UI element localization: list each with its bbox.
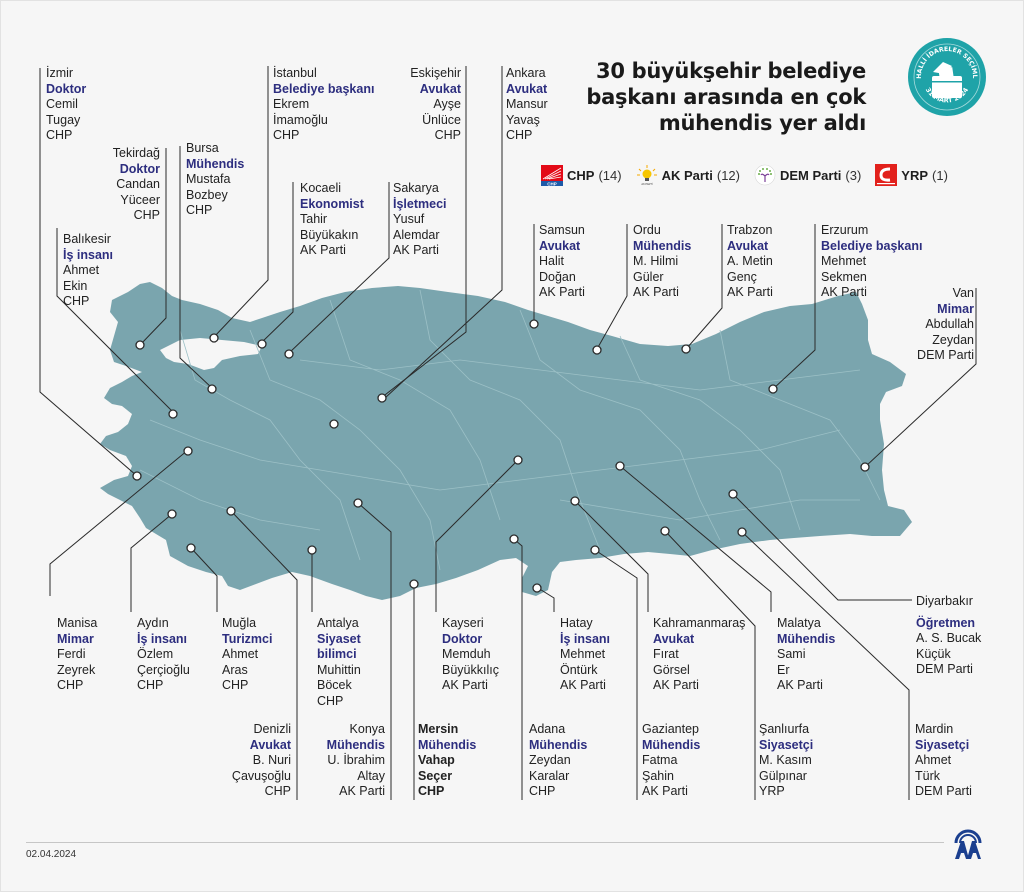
label-denizli: Denizli Avukat B. Nuri Çavuşoğlu CHP xyxy=(231,722,291,798)
legend-item-chp: CHP CHP (14) xyxy=(541,164,622,186)
marker-istanbul xyxy=(209,333,219,343)
marker-sanliurfa xyxy=(660,526,670,536)
label-trabzon: Trabzon Avukat A. Metin Genç AK Parti xyxy=(727,223,773,299)
marker-sakarya xyxy=(284,349,294,359)
marker-kayseri xyxy=(513,455,523,465)
marker-izmir xyxy=(132,471,142,481)
label-sakarya: Sakarya İşletmeci Yusuf Alemdar AK Parti xyxy=(393,181,447,257)
marker-van xyxy=(860,462,870,472)
marmara-sea xyxy=(160,338,262,370)
label-ordu: Ordu Mühendis M. Hilmi Güler AK Parti xyxy=(633,223,692,299)
title-line-3: mühendis yer aldı xyxy=(658,111,866,135)
label-gaziantep: Gaziantep Mühendis Fatma Şahin AK Parti xyxy=(642,722,701,798)
label-antalya: Antalya Siyaset bilimci Muhittin Böcek CHP xyxy=(317,616,361,708)
label-erzurum: Erzurum Belediye başkanı Mehmet Sekmen AK Pa… xyxy=(821,223,923,299)
label-bursa: Bursa Mühendis Mustafa Bozbey CHP xyxy=(186,141,245,217)
label-mugla: Muğla Turizmci Ahmet Aras CHP xyxy=(222,616,273,692)
election-badge: MAHALLİ İDARELER SEÇİMLERİ 31 MART 2024 xyxy=(905,31,986,116)
marker-manisa xyxy=(183,446,193,456)
marker-diyarbakir xyxy=(728,489,738,499)
footer-divider xyxy=(26,842,944,843)
label-hatay: Hatay İş insanı Mehmet Öntürk AK Parti xyxy=(560,616,611,692)
label-kocaeli: Kocaeli Ekonomist Tahir Büyükakın AK Parti xyxy=(300,181,364,257)
label-aydin: Aydın İş insanı Özlem Çerçioğlu CHP xyxy=(137,616,190,692)
marker-ordu xyxy=(592,345,602,355)
marker-gaziantep xyxy=(590,545,600,555)
marker-erzurum xyxy=(768,384,778,394)
title-line-2: başkanı arasında en çok xyxy=(586,85,866,109)
marker-hatay xyxy=(532,583,542,593)
marker-kahramanmaras xyxy=(570,496,580,506)
label-sanliurfa: Şanlıurfa Siyasetçi M. Kasım Gülpınar YRP xyxy=(759,722,814,798)
label-istanbul: İstanbul Belediye başkanı Ekrem İmamoğlu CHP xyxy=(273,66,375,142)
label-kayseri: Kayseri Doktor Memduh Büyükkılıç AK Parti xyxy=(442,616,499,692)
akparti-bulb-icon: AK PARTİ xyxy=(636,164,658,186)
label-kahramanmaras: Kahramanmaraş Avukat Fırat Görsel AK Parti xyxy=(653,616,746,692)
marker-malatya xyxy=(615,461,625,471)
label-izmir: İzmir Doktor Cemil Tugay CHP xyxy=(46,66,87,142)
marker-mugla xyxy=(186,543,196,553)
marker-eskisehir xyxy=(329,419,339,429)
aa-logo-icon xyxy=(953,829,983,866)
label-eskisehir: Eskişehir Avukat Ayşe Ünlüce CHP xyxy=(410,66,461,142)
legend-item-demparti: DEM Parti (3) xyxy=(754,164,861,186)
marker-mersin xyxy=(409,579,419,589)
publish-date: 02.04.2024 xyxy=(26,849,77,860)
turkey-outline xyxy=(100,282,912,600)
marker-samsun xyxy=(529,319,539,329)
demparti-tree-icon xyxy=(754,164,776,186)
label-malatya: Malatya Mühendis Sami Er AK Parti xyxy=(777,616,836,692)
marker-mardin xyxy=(737,527,747,537)
label-diyarbakir: Diyarbakır Öğretmen A. S. Bucak Küçük DEM Pa… xyxy=(916,594,982,676)
leader-lines xyxy=(39,66,977,800)
label-manisa: Manisa Mimar Ferdi Zeyrek CHP xyxy=(57,616,98,692)
city-markers xyxy=(132,319,870,593)
marker-antalya xyxy=(307,545,317,555)
marker-denizli xyxy=(226,506,236,516)
marker-bursa xyxy=(207,384,217,394)
svg-text:CHP: CHP xyxy=(547,181,557,186)
svg-text:AK PARTİ: AK PARTİ xyxy=(641,183,652,186)
marker-ankara xyxy=(377,393,387,403)
label-samsun: Samsun Avukat Halit Doğan AK Parti xyxy=(539,223,585,299)
label-adana: Adana Mühendis Zeydan Karalar CHP xyxy=(529,722,588,798)
label-tekirdag: Tekirdağ Doktor Candan Yüceer CHP xyxy=(112,146,160,222)
legend-item-akparti: AK PARTİ AK Parti (12) xyxy=(636,164,740,186)
chp-logo-icon: CHP xyxy=(541,164,563,186)
party-legend: CHP CHP (14) AK PARTİ AK Parti (12) DEM Pa… xyxy=(541,163,962,187)
marker-aydin xyxy=(167,509,177,519)
yrp-logo-icon xyxy=(875,164,898,186)
label-mardin: Mardin Siyasetçi Ahmet Türk DEM Parti xyxy=(915,722,972,798)
label-mersin: Mersin Mühendis Vahap Seçer CHP xyxy=(418,722,477,798)
marker-balikesir xyxy=(168,409,178,419)
label-van: Van Mimar Abdullah Zeydan DEM Parti xyxy=(917,286,974,362)
label-ankara: Ankara Avukat Mansur Yavaş CHP xyxy=(506,66,548,142)
label-balikesir: Balıkesir İş insanı Ahmet Ekin CHP xyxy=(63,232,114,308)
marker-adana xyxy=(509,534,519,544)
legend-item-yrp: YRP (1) xyxy=(875,164,948,186)
ballot-box-icon: MAHALLİ İDARELER SEÇİMLERİ 31 MART 2024 xyxy=(905,31,981,111)
marker-konya xyxy=(353,498,363,508)
marker-kocaeli xyxy=(257,339,267,349)
marker-trabzon xyxy=(681,344,691,354)
label-konya: Konya Mühendis U. İbrahim Altay AK Parti xyxy=(326,722,385,798)
marker-tekirdag xyxy=(135,340,145,350)
title-line-1: 30 büyükşehir belediye xyxy=(596,59,866,83)
page-title: 30 büyükşehir belediye başkanı arasında … xyxy=(566,58,866,136)
